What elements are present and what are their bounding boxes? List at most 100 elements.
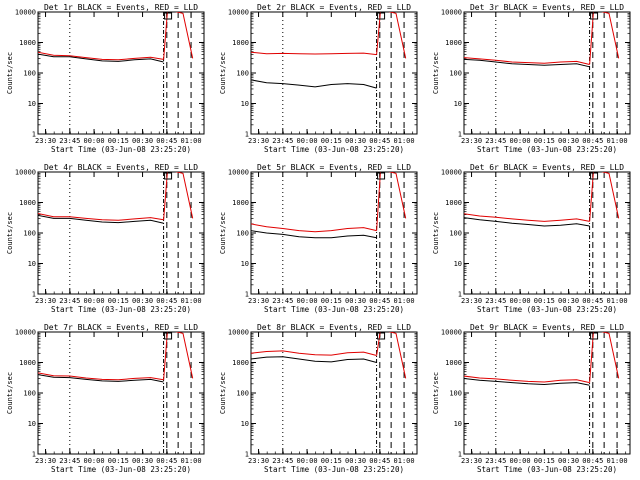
y-axis-label: Counts/sec [432,372,440,414]
peak-marker [377,332,386,340]
series-line-lld [38,51,164,61]
y-tick-label: 10000 [441,169,462,177]
peak-marker [590,12,599,20]
plot-frame [463,11,631,135]
series-line-lld [251,223,377,233]
x-tick-label: 23:45 [272,457,293,465]
peak-marker [377,12,386,20]
y-tick-label: 1000 [232,39,249,47]
y-axis-label: Counts/sec [6,212,14,254]
series-line-lld [38,372,164,381]
x-axis-label: Start Time (03-Jun-08 23:25:20) [264,465,404,474]
series-line-lld [464,213,590,222]
series-spike-lld [376,172,407,231]
plot-frame [250,171,418,295]
y-tick-label: 100 [23,390,36,398]
series-line-events [38,374,164,383]
x-tick-label: 00:30 [558,137,579,145]
x-tick-label: 00:15 [534,297,555,305]
x-tick-label: 00:45 [369,457,390,465]
detector-panel: Det 2r BLACK = Events, RED = LLD 1 10 100 10… [219,3,418,154]
x-axis-label: Start Time (03-Jun-08 23:25:20) [51,305,191,314]
series-line-events [251,79,377,89]
x-tick-label: 00:30 [345,137,366,145]
panel-title: Det 7r BLACK = Events, RED = LLD [44,323,198,332]
y-axis-label: Counts/sec [219,52,227,94]
x-tick-label: 23:45 [485,297,506,305]
series-line-events [38,53,164,63]
x-tick-label: 23:45 [59,137,80,145]
x-tick-label: 23:45 [485,457,506,465]
x-tick-label: 00:45 [156,457,177,465]
x-tick-label: 00:15 [321,457,342,465]
x-tick-label: 00:45 [369,297,390,305]
y-tick-label: 10000 [228,169,249,177]
x-tick-label: 00:00 [84,457,105,465]
y-tick-label: 10 [241,260,249,268]
y-tick-label: 100 [449,70,462,78]
panel-title: Det 3r BLACK = Events, RED = LLD [470,3,624,12]
x-tick-label: 00:00 [297,457,318,465]
y-tick-label: 100 [449,230,462,238]
x-axis-label: Start Time (03-Jun-08 23:25:20) [477,145,617,154]
x-tick-label: 23:30 [461,137,482,145]
x-axis-label: Start Time (03-Jun-08 23:25:20) [477,465,617,474]
y-tick-label: 1000 [232,199,249,207]
x-axis-label: Start Time (03-Jun-08 23:25:20) [264,305,404,314]
detector-panel: Det 7r BLACK = Events, RED = LLD 1 10 100 10… [6,323,205,474]
x-tick-label: 23:45 [272,297,293,305]
y-tick-label: 1 [245,451,249,459]
y-axis-label: Counts/sec [6,372,14,414]
x-tick-label: 00:00 [297,297,318,305]
series-spike-lld [589,12,620,65]
x-tick-label: 00:45 [582,457,603,465]
series-line-lld [464,375,590,384]
x-tick-label: 00:30 [345,297,366,305]
x-tick-label: 00:30 [558,457,579,465]
detector-panel: Det 5r BLACK = Events, RED = LLD 1 10 100 10… [219,163,418,314]
panel-title: Det 8r BLACK = Events, RED = LLD [257,323,411,332]
x-tick-label: 00:00 [84,137,105,145]
x-tick-label: 01:00 [181,297,202,305]
detector-panel: Det 9r BLACK = Events, RED = LLD 1 10 100 10… [432,323,631,474]
x-tick-label: 23:45 [59,457,80,465]
x-axis-label: Start Time (03-Jun-08 23:25:20) [264,145,404,154]
y-tick-label: 1 [32,291,36,299]
plot-frame [37,11,205,135]
series-line-events [464,217,590,227]
series-spike-lld [589,172,620,222]
plot-frame [37,331,205,455]
x-tick-label: 01:00 [607,137,628,145]
x-tick-label: 23:30 [248,297,269,305]
x-tick-label: 23:30 [35,137,56,145]
x-tick-label: 00:45 [156,137,177,145]
detector-panel: Det 8r BLACK = Events, RED = LLD 1 10 100 10… [219,323,418,474]
plot-frame [250,331,418,455]
x-tick-label: 01:00 [181,137,202,145]
x-tick-label: 00:00 [297,137,318,145]
y-tick-label: 1000 [445,39,462,47]
x-tick-label: 00:30 [132,457,153,465]
y-tick-label: 100 [236,70,249,78]
series-line-events [251,230,377,239]
y-tick-label: 100 [23,70,36,78]
x-tick-label: 00:45 [369,137,390,145]
plot-frame [463,331,631,455]
y-tick-label: 1000 [19,199,36,207]
x-tick-label: 23:45 [59,297,80,305]
detector-panel: Det 1r BLACK = Events, RED = LLD 1 10 100 10… [6,3,205,154]
y-tick-label: 1 [245,131,249,139]
y-tick-label: 10 [28,420,36,428]
x-tick-label: 23:30 [35,457,56,465]
x-tick-label: 00:00 [510,457,531,465]
y-tick-label: 10000 [15,169,36,177]
peak-marker [377,172,386,180]
panel-title: Det 2r BLACK = Events, RED = LLD [257,3,411,12]
series-spike-lld [376,332,407,379]
y-tick-label: 10 [454,100,462,108]
y-tick-label: 1 [32,451,36,459]
series-line-events [251,356,377,363]
plot-frame [250,11,418,135]
y-tick-label: 1000 [19,39,36,47]
